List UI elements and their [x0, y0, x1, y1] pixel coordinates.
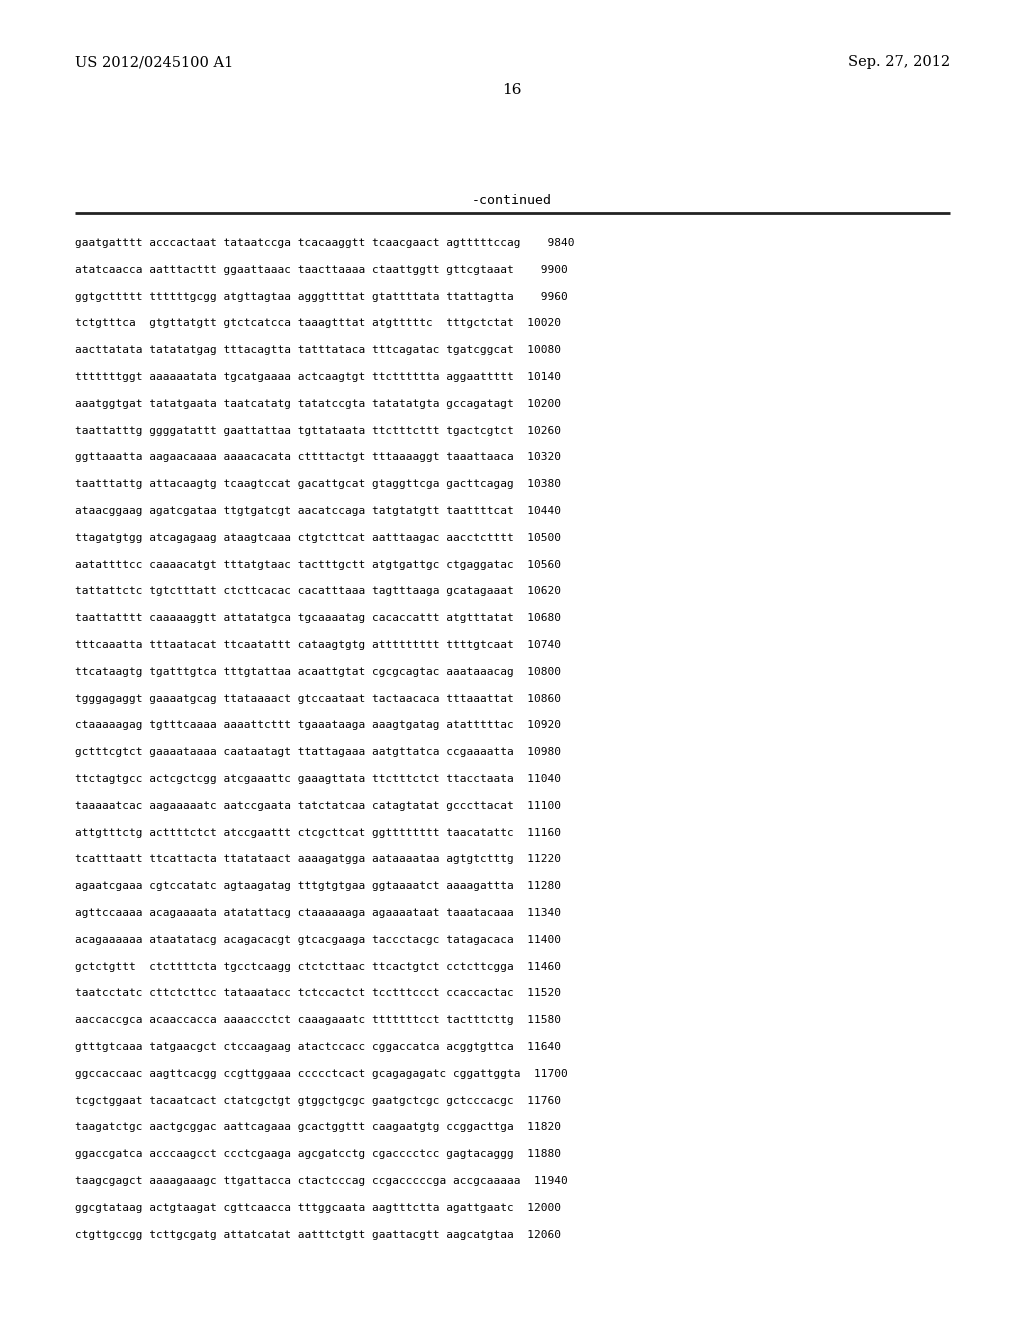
Text: US 2012/0245100 A1: US 2012/0245100 A1	[75, 55, 233, 69]
Text: ggaccgatca acccaagcct ccctcgaaga agcgatcctg cgacccctcc gagtacaggg  11880: ggaccgatca acccaagcct ccctcgaaga agcgatc…	[75, 1150, 561, 1159]
Text: taatttattg attacaagtg tcaagtccat gacattgcat gtaggttcga gacttcagag  10380: taatttattg attacaagtg tcaagtccat gacattg…	[75, 479, 561, 490]
Text: Sep. 27, 2012: Sep. 27, 2012	[848, 55, 950, 69]
Text: 16: 16	[502, 83, 522, 96]
Text: ctaaaaagag tgtttcaaaa aaaattcttt tgaaataaga aaagtgatag atatttttac  10920: ctaaaaagag tgtttcaaaa aaaattcttt tgaaata…	[75, 721, 561, 730]
Text: taagatctgc aactgcggac aattcagaaa gcactggttt caagaatgtg ccggacttga  11820: taagatctgc aactgcggac aattcagaaa gcactgg…	[75, 1122, 561, 1133]
Text: tgggagaggt gaaaatgcag ttataaaact gtccaataat tactaacaca tttaaattat  10860: tgggagaggt gaaaatgcag ttataaaact gtccaat…	[75, 693, 561, 704]
Text: -continued: -continued	[472, 194, 552, 207]
Text: gaatgatttt acccactaat tataatccga tcacaaggtt tcaacgaact agtttttccag    9840: gaatgatttt acccactaat tataatccga tcacaag…	[75, 238, 574, 248]
Text: gctttcgtct gaaaataaaa caataatagt ttattagaaa aatgttatca ccgaaaatta  10980: gctttcgtct gaaaataaaa caataatagt ttattag…	[75, 747, 561, 758]
Text: gctctgttt  ctcttttcta tgcctcaagg ctctcttaac ttcactgtct cctcttcgga  11460: gctctgttt ctcttttcta tgcctcaagg ctctctta…	[75, 961, 561, 972]
Text: ctgttgccgg tcttgcgatg attatcatat aatttctgtt gaattacgtt aagcatgtaa  12060: ctgttgccgg tcttgcgatg attatcatat aatttct…	[75, 1230, 561, 1239]
Text: taattatttt caaaaaggtt attatatgca tgcaaaatag cacaccattt atgtttatat  10680: taattatttt caaaaaggtt attatatgca tgcaaaa…	[75, 614, 561, 623]
Text: aatattttcc caaaacatgt tttatgtaac tactttgctt atgtgattgc ctgaggatac  10560: aatattttcc caaaacatgt tttatgtaac tactttg…	[75, 560, 561, 570]
Text: aacttatata tatatatgag tttacagtta tatttataca tttcagatac tgatcggcat  10080: aacttatata tatatatgag tttacagtta tatttat…	[75, 346, 561, 355]
Text: ataacggaag agatcgataa ttgtgatcgt aacatccaga tatgtatgtt taattttcat  10440: ataacggaag agatcgataa ttgtgatcgt aacatcc…	[75, 506, 561, 516]
Text: agaatcgaaa cgtccatatc agtaagatag tttgtgtgaa ggtaaaatct aaaagattta  11280: agaatcgaaa cgtccatatc agtaagatag tttgtgt…	[75, 882, 561, 891]
Text: tttcaaatta tttaatacat ttcaatattt cataagtgtg attttttttt ttttgtcaat  10740: tttcaaatta tttaatacat ttcaatattt cataagt…	[75, 640, 561, 649]
Text: ttagatgtgg atcagagaag ataagtcaaa ctgtcttcat aatttaagac aacctctttt  10500: ttagatgtgg atcagagaag ataagtcaaa ctgtctt…	[75, 533, 561, 543]
Text: taaaaatcac aagaaaaatc aatccgaata tatctatcaa catagtatat gcccttacat  11100: taaaaatcac aagaaaaatc aatccgaata tatctat…	[75, 801, 561, 810]
Text: ggtgcttttt ttttttgcgg atgttagtaa agggttttat gtattttata ttattagtta    9960: ggtgcttttt ttttttgcgg atgttagtaa agggttt…	[75, 292, 567, 301]
Text: tattattctc tgtctttatt ctcttcacac cacatttaaa tagtttaaga gcatagaaat  10620: tattattctc tgtctttatt ctcttcacac cacattt…	[75, 586, 561, 597]
Text: agttccaaaa acagaaaata atatattacg ctaaaaaaga agaaaataat taaatacaaa  11340: agttccaaaa acagaaaata atatattacg ctaaaaa…	[75, 908, 561, 917]
Text: taatcctatc cttctcttcc tataaatacc tctccactct tcctttccct ccaccactac  11520: taatcctatc cttctcttcc tataaatacc tctccac…	[75, 989, 561, 998]
Text: aaatggtgat tatatgaata taatcatatg tatatccgta tatatatgta gccagatagt  10200: aaatggtgat tatatgaata taatcatatg tatatcc…	[75, 399, 561, 409]
Text: attgtttctg acttttctct atccgaattt ctcgcttcat ggtttttttt taacatattc  11160: attgtttctg acttttctct atccgaattt ctcgctt…	[75, 828, 561, 838]
Text: ttctagtgcc actcgctcgg atcgaaattc gaaagttata ttctttctct ttacctaata  11040: ttctagtgcc actcgctcgg atcgaaattc gaaagtt…	[75, 774, 561, 784]
Text: acagaaaaaa ataatatacg acagacacgt gtcacgaaga taccctacgc tatagacaca  11400: acagaaaaaa ataatatacg acagacacgt gtcacga…	[75, 935, 561, 945]
Text: tctgtttca  gtgttatgtt gtctcatcca taaagtttat atgtttttc  tttgctctat  10020: tctgtttca gtgttatgtt gtctcatcca taaagttt…	[75, 318, 561, 329]
Text: ttcataagtg tgatttgtca tttgtattaa acaattgtat cgcgcagtac aaataaacag  10800: ttcataagtg tgatttgtca tttgtattaa acaattg…	[75, 667, 561, 677]
Text: gtttgtcaaa tatgaacgct ctccaagaag atactccacc cggaccatca acggtgttca  11640: gtttgtcaaa tatgaacgct ctccaagaag atactcc…	[75, 1041, 561, 1052]
Text: aaccaccgca acaaccacca aaaaccctct caaagaaatc tttttttcct tactttcttg  11580: aaccaccgca acaaccacca aaaaccctct caaagaa…	[75, 1015, 561, 1026]
Text: tttttttggt aaaaaatata tgcatgaaaa actcaagtgt ttctttttta aggaattttt  10140: tttttttggt aaaaaatata tgcatgaaaa actcaag…	[75, 372, 561, 381]
Text: taagcgagct aaaagaaagc ttgattacca ctactcccag ccgacccccga accgcaaaaa  11940: taagcgagct aaaagaaagc ttgattacca ctactcc…	[75, 1176, 567, 1185]
Text: ggttaaatta aagaacaaaa aaaacacata cttttactgt tttaaaaggt taaattaaca  10320: ggttaaatta aagaacaaaa aaaacacata cttttac…	[75, 453, 561, 462]
Text: ggccaccaac aagttcacgg ccgttggaaa ccccctcact gcagagagatc cggattggta  11700: ggccaccaac aagttcacgg ccgttggaaa ccccctc…	[75, 1069, 567, 1078]
Text: atatcaacca aatttacttt ggaattaaac taacttaaaa ctaattggtt gttcgtaaat    9900: atatcaacca aatttacttt ggaattaaac taactta…	[75, 265, 567, 275]
Text: ggcgtataag actgtaagat cgttcaacca tttggcaata aagtttctta agattgaatc  12000: ggcgtataag actgtaagat cgttcaacca tttggca…	[75, 1203, 561, 1213]
Text: tcgctggaat tacaatcact ctatcgctgt gtggctgcgc gaatgctcgc gctcccacgc  11760: tcgctggaat tacaatcact ctatcgctgt gtggctg…	[75, 1096, 561, 1106]
Text: taattatttg ggggatattt gaattattaa tgttataata ttctttcttt tgactcgtct  10260: taattatttg ggggatattt gaattattaa tgttata…	[75, 425, 561, 436]
Text: tcatttaatt ttcattacta ttatataact aaaagatgga aataaaataa agtgtctttg  11220: tcatttaatt ttcattacta ttatataact aaaagat…	[75, 854, 561, 865]
